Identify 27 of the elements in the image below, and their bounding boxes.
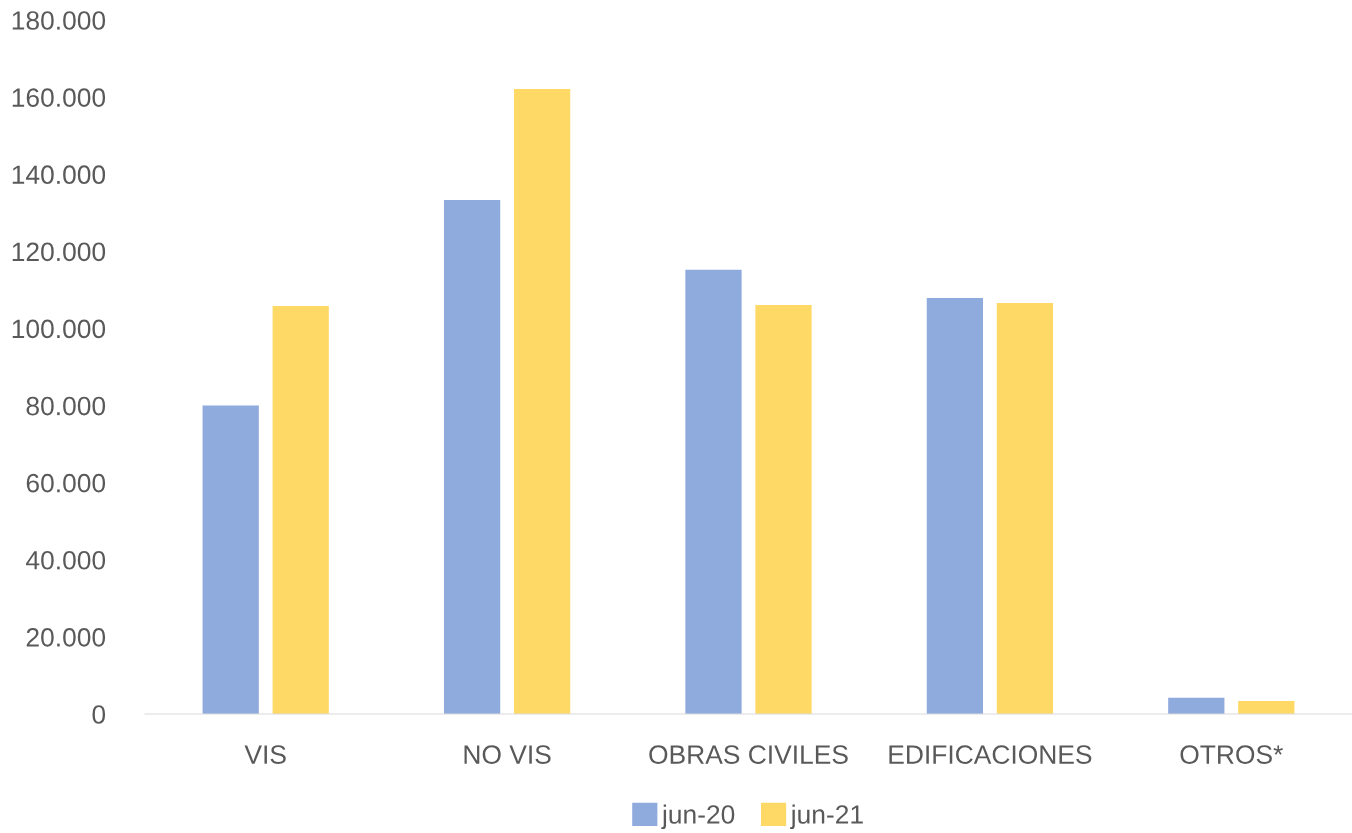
y-tick-label: 80.000 xyxy=(26,396,106,416)
x-tick-label: OTROS* xyxy=(1180,745,1283,764)
y-tick-label: 40.000 xyxy=(26,550,106,570)
y-tick-label: 20.000 xyxy=(26,628,106,647)
x-tick-label: EDIFICACIONES xyxy=(889,745,1092,764)
y-tick-label: 120.000 xyxy=(12,242,106,262)
bar xyxy=(685,269,742,714)
bar xyxy=(202,405,259,714)
bar xyxy=(272,306,329,714)
bar xyxy=(513,89,571,714)
y-tick-label: 140.000 xyxy=(12,165,106,185)
y-tick-label: 100.000 xyxy=(12,319,106,339)
legend-label: jun-20 xyxy=(661,804,735,830)
y-tick-label: 180.000 xyxy=(12,11,106,30)
bar xyxy=(926,297,984,714)
bar xyxy=(443,200,501,714)
bar xyxy=(755,304,812,714)
bar xyxy=(1168,697,1225,714)
y-tick-label: 160.000 xyxy=(12,88,106,107)
bar xyxy=(996,303,1054,714)
legend-label: jun-21 xyxy=(790,804,863,830)
y-tick-label: 0 xyxy=(92,705,106,724)
y-tick-label: 60.000 xyxy=(26,473,106,493)
x-tick-label: OBRAS CIVILES xyxy=(649,745,848,764)
x-tick-label: NO VIS xyxy=(464,745,551,764)
bar xyxy=(1238,700,1295,714)
x-tick-label: VIS xyxy=(244,745,286,764)
